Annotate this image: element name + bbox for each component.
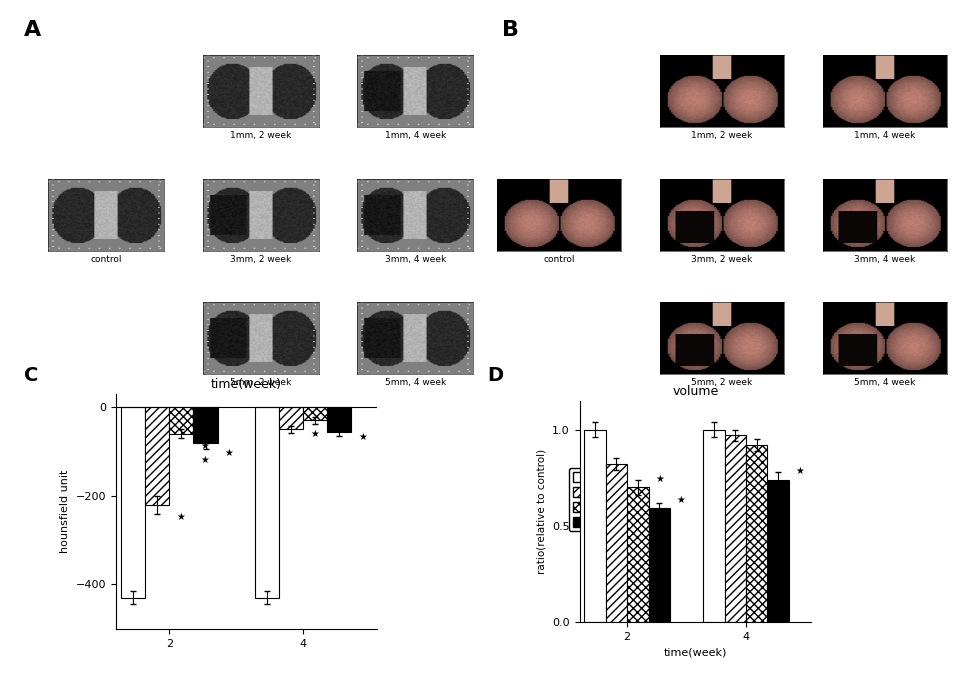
Bar (584, 430, 606, 622)
Text: 1mm, 4 week: 1mm, 4 week (384, 131, 446, 140)
Text: ★: ★ (655, 473, 664, 484)
Y-axis label: ratio(relative to control): ratio(relative to control) (537, 448, 547, 574)
Text: A: A (24, 21, 42, 41)
Bar (703, 430, 724, 622)
Bar (767, 480, 789, 622)
Bar (327, 407, 352, 432)
Bar (606, 464, 627, 622)
Text: B: B (502, 21, 519, 41)
Text: ★: ★ (334, 420, 343, 430)
Text: ★: ★ (358, 431, 367, 442)
Title: volume: volume (672, 385, 719, 398)
Bar (648, 509, 670, 622)
Text: ★: ★ (177, 512, 185, 522)
Bar (193, 407, 217, 443)
Bar (746, 445, 767, 622)
Bar (627, 487, 648, 622)
Text: control: control (544, 255, 575, 264)
Y-axis label: hounsfield unit: hounsfield unit (60, 470, 71, 553)
Text: D: D (488, 366, 503, 385)
Text: 1mm, 4 week: 1mm, 4 week (854, 131, 916, 140)
Text: 5mm, 2 week: 5mm, 2 week (230, 379, 292, 388)
Text: ★: ★ (795, 466, 804, 476)
Text: 1mm, 2 week: 1mm, 2 week (230, 131, 292, 140)
Bar (169, 407, 193, 434)
Title: time(week): time(week) (211, 378, 282, 391)
Legend: control, 1mm, 3mm, 5mm: control, 1mm, 3mm, 5mm (569, 468, 634, 531)
X-axis label: time(week): time(week) (664, 647, 727, 657)
Text: 5mm, 2 week: 5mm, 2 week (692, 379, 753, 388)
Text: ★: ★ (201, 455, 210, 464)
Text: 5mm, 4 week: 5mm, 4 week (854, 379, 916, 388)
Bar (255, 407, 279, 598)
Text: 3mm, 4 week: 3mm, 4 week (384, 255, 446, 264)
Text: ★: ★ (225, 448, 234, 458)
Bar (279, 407, 303, 429)
Text: 3mm, 2 week: 3mm, 2 week (692, 255, 753, 264)
Text: ★: ★ (310, 429, 319, 439)
Text: 3mm, 2 week: 3mm, 2 week (230, 255, 292, 264)
Text: ★: ★ (201, 442, 210, 451)
Bar (145, 407, 169, 504)
Text: C: C (24, 366, 39, 385)
Text: 3mm, 4 week: 3mm, 4 week (854, 255, 916, 264)
Text: ★: ★ (676, 495, 685, 504)
Text: 1mm, 2 week: 1mm, 2 week (692, 131, 753, 140)
Bar (303, 407, 327, 420)
Bar (122, 407, 145, 598)
Bar (724, 435, 746, 622)
Text: control: control (91, 255, 122, 264)
Text: 5mm, 4 week: 5mm, 4 week (384, 379, 446, 388)
